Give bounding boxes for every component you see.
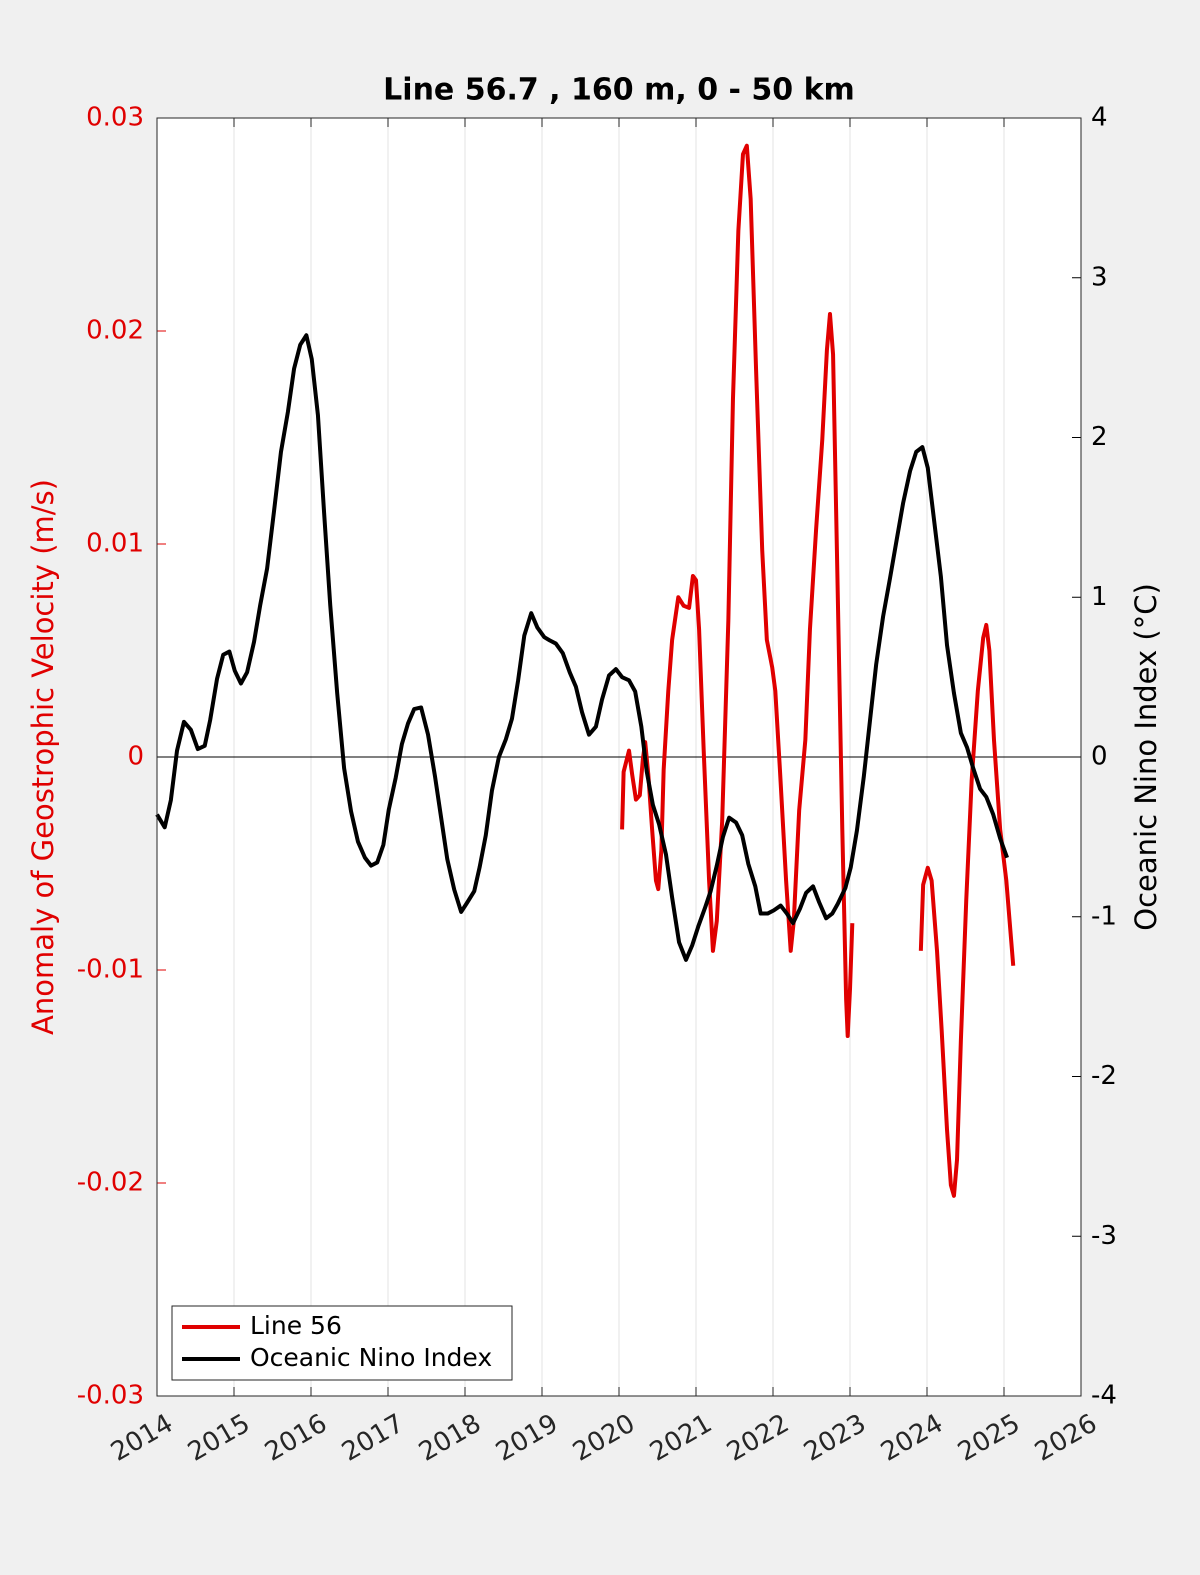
- x-tick-label: 2026: [1030, 1409, 1102, 1468]
- line-series: [620, 143, 1016, 1198]
- y-tick-label: -0.01: [77, 955, 144, 985]
- legend-box: [171, 1305, 513, 1381]
- y2-tick-label: -2: [1091, 1061, 1117, 1091]
- y2-tick-label: 4: [1091, 103, 1108, 133]
- x-tick-label: 2025: [953, 1409, 1025, 1468]
- y-tick-label: 0.01: [86, 529, 144, 559]
- y-tick-label: 0.02: [86, 316, 144, 346]
- y2-tick-label: 0: [1091, 742, 1108, 772]
- x-tick-label: 2018: [414, 1409, 486, 1468]
- y2-tick-label: 3: [1091, 262, 1108, 292]
- y-axis-label: Anomaly of Geostrophic Velocity (m/s): [26, 479, 60, 1035]
- y2-tick-label: -1: [1091, 901, 1117, 931]
- x-tick-label: 2024: [876, 1409, 948, 1468]
- y-tick-label: -0.03: [77, 1381, 144, 1411]
- x-tick-label: 2022: [722, 1409, 794, 1468]
- plot-border: [156, 117, 1082, 1397]
- x-tick-label: 2015: [183, 1409, 255, 1468]
- y-tick-label: 0.03: [86, 103, 144, 133]
- x-tick-label: 2019: [491, 1409, 563, 1468]
- y2-tick-label: -4: [1091, 1381, 1117, 1411]
- line-series: [155, 333, 1009, 962]
- y2-tick-label: -3: [1091, 1221, 1117, 1251]
- y-tick-label: 0: [127, 742, 144, 772]
- y-tick-label: -0.02: [77, 1168, 144, 1198]
- x-tick-label: 2021: [645, 1409, 717, 1468]
- legend-label: Oceanic Nino Index: [250, 1343, 492, 1372]
- chart-title: Line 56.7 , 160 m, 0 - 50 km: [383, 73, 855, 108]
- legend-label: Line 56: [250, 1311, 342, 1340]
- y2-axis-label: Oceanic Nino Index (°C): [1129, 583, 1163, 931]
- y2-tick-label: 2: [1091, 422, 1108, 452]
- x-tick-label: 2016: [260, 1409, 332, 1468]
- x-tick-label: 2017: [337, 1409, 409, 1468]
- x-tick-label: 2014: [106, 1409, 178, 1468]
- x-tick-label: 2020: [568, 1409, 640, 1468]
- x-tick-label: 2023: [799, 1409, 871, 1468]
- y2-tick-label: 1: [1091, 582, 1108, 612]
